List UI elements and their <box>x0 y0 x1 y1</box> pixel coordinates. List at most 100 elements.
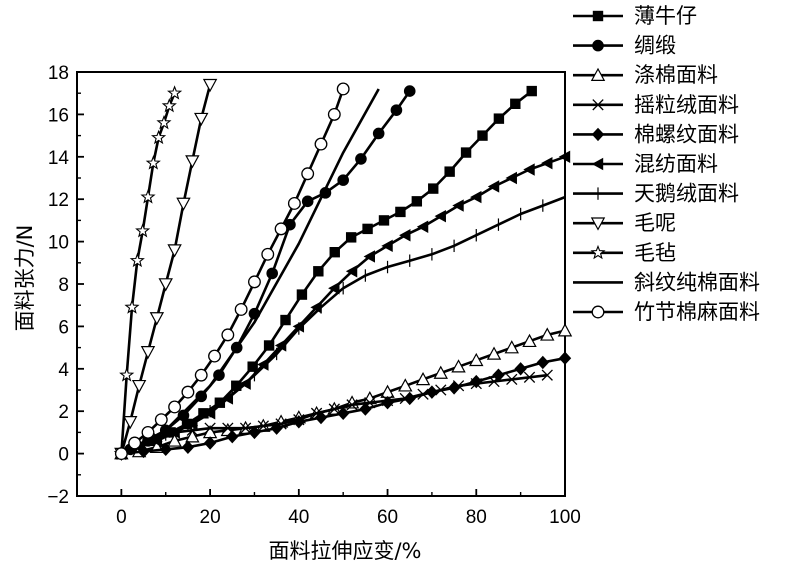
legend: 薄牛仔绸缎涤棉面料摇粒绒面料棉螺纹面料混纺面料天鹅绒面料毛呢毛毡斜纹纯棉面料竹节… <box>573 4 760 324</box>
diamond-marker <box>292 415 306 429</box>
legend-item: 涤棉面料 <box>573 63 718 87</box>
open-circle-marker <box>181 385 195 399</box>
triangle-left-marker <box>558 150 571 163</box>
series-layer <box>113 78 573 462</box>
series-11 <box>114 82 350 461</box>
diamond-marker <box>591 127 605 142</box>
square-marker <box>329 247 340 258</box>
open-star-marker <box>124 299 140 314</box>
open-circle-marker <box>208 349 221 363</box>
open-triangle-up-marker <box>557 323 573 337</box>
triangle-left-marker <box>541 156 553 170</box>
diamond-marker <box>336 406 350 421</box>
open-circle-marker <box>141 425 155 439</box>
open-triangle-down-marker <box>202 78 218 93</box>
legend-item: 棉螺纹面料 <box>573 122 739 146</box>
filled-circle-marker <box>403 85 416 97</box>
triangle-left-marker <box>274 339 287 352</box>
x-marker <box>506 373 518 386</box>
legend-label: 棉螺纹面料 <box>634 122 739 146</box>
series-7 <box>120 190 566 460</box>
triangle-left-marker <box>381 239 393 253</box>
filled-circle-marker <box>337 174 349 186</box>
open-triangle-up-marker <box>486 346 502 360</box>
open-star-marker <box>151 129 167 145</box>
series-10 <box>120 88 380 455</box>
x-tick-label: 60 <box>377 507 398 528</box>
series-8 <box>114 78 218 462</box>
open-star-marker <box>145 155 161 170</box>
open-circle-marker <box>114 447 128 461</box>
filled-circle-marker <box>372 127 385 140</box>
x-tick-label: 100 <box>549 507 581 528</box>
square-marker <box>444 166 455 177</box>
filled-circle-marker <box>355 153 367 165</box>
x-marker <box>541 369 553 381</box>
open-triangle-down-marker <box>149 312 165 326</box>
x-tick-label: 20 <box>200 507 221 528</box>
legend-item: 斜纹纯棉面料 <box>573 270 760 294</box>
open-triangle-down-marker <box>185 155 200 169</box>
open-triangle-up-marker <box>469 352 484 367</box>
open-circle-marker <box>221 328 235 342</box>
open-circle-marker <box>248 275 261 289</box>
filled-circle-marker <box>592 39 604 52</box>
x-tick-label: 80 <box>466 507 487 528</box>
square-marker <box>247 361 258 372</box>
open-triangle-up-marker <box>540 327 555 341</box>
open-star-marker <box>135 223 151 238</box>
open-star-marker <box>119 367 135 382</box>
open-triangle-up-marker <box>590 67 606 82</box>
square-marker <box>592 10 604 22</box>
square-marker <box>395 206 406 218</box>
square-marker <box>411 196 423 207</box>
legend-label: 斜纹纯棉面料 <box>634 270 760 294</box>
diamond-marker <box>470 374 483 389</box>
diamond-marker <box>514 362 527 376</box>
diamond-marker <box>181 440 195 454</box>
series-5 <box>115 351 572 461</box>
x-marker <box>346 399 358 411</box>
open-circle-marker <box>314 137 328 151</box>
diamond-marker <box>536 355 550 370</box>
legend-label: 薄牛仔 <box>634 4 697 28</box>
diamond-marker <box>203 436 217 450</box>
legend-item: 竹节棉麻面料 <box>573 300 760 324</box>
open-circle-marker <box>128 436 142 450</box>
legend-label: 竹节棉麻面料 <box>634 300 760 324</box>
triangle-left-marker <box>257 358 269 371</box>
y-tick-label: 18 <box>48 63 69 84</box>
diamond-marker <box>248 425 261 440</box>
triangle-left-marker <box>505 171 517 185</box>
triangle-left-marker <box>487 180 500 193</box>
filled-circle-marker <box>390 104 403 116</box>
triangle-left-marker <box>591 157 604 171</box>
square-marker <box>477 130 488 141</box>
open-circle-marker <box>154 413 168 427</box>
open-triangle-up-marker <box>167 433 182 447</box>
diamond-marker <box>558 351 572 365</box>
open-triangle-up-marker <box>451 359 466 373</box>
triangle-left-marker <box>470 190 482 204</box>
open-star-marker <box>129 252 145 268</box>
triangle-left-marker <box>345 265 358 278</box>
open-triangle-up-marker <box>522 333 537 348</box>
y-tick-label: 14 <box>48 148 70 169</box>
open-star-marker <box>156 114 172 130</box>
axes <box>76 71 566 497</box>
diamond-marker <box>314 410 328 425</box>
open-circle-marker <box>261 247 275 261</box>
square-marker <box>198 408 209 419</box>
open-star-marker <box>167 85 183 100</box>
diamond-marker <box>425 385 439 399</box>
legend-label: 毛毡 <box>634 241 676 265</box>
tick-labels: 0 20 40 60 80 100 −2 0 2 4 6 8 10 12 14 16 18 <box>47 63 581 528</box>
square-marker <box>460 147 472 158</box>
diamond-marker <box>226 429 239 444</box>
square-marker <box>313 266 324 277</box>
diamond-marker <box>447 381 461 395</box>
open-triangle-down-marker <box>158 278 173 292</box>
triangle-left-marker <box>328 282 340 295</box>
square-marker <box>510 98 521 109</box>
square-marker <box>493 113 505 124</box>
